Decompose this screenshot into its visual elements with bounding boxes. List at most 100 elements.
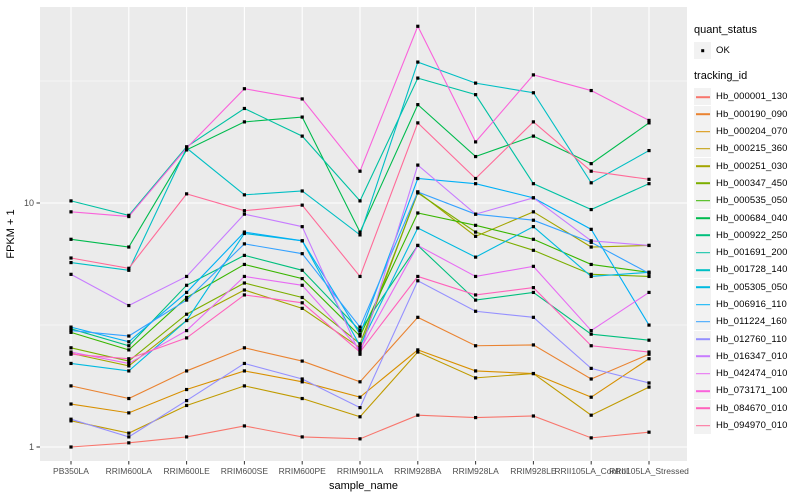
data-point xyxy=(242,293,246,297)
data-point xyxy=(358,352,362,356)
line-chart-canvas: PB350LA RRIM600LA RRIM600LE RRIM600SE RRIM60… xyxy=(5,7,689,492)
legend-item-label: Hb_000922_250 xyxy=(716,229,788,241)
legend-key-line-icon xyxy=(695,303,710,306)
data-point xyxy=(589,245,593,249)
legend-key-line-icon xyxy=(695,372,710,375)
data-point xyxy=(474,234,478,238)
data-point xyxy=(242,87,246,91)
legend-item-Hb_094970_010: Hb_094970_010 xyxy=(694,417,798,435)
data-point xyxy=(242,242,246,246)
data-point xyxy=(474,81,478,85)
data-point xyxy=(531,120,535,124)
data-point xyxy=(127,431,131,435)
data-point xyxy=(474,369,478,373)
legend-key-box xyxy=(694,296,711,313)
legend-item-label: Hb_000215_360 xyxy=(716,143,788,155)
data-point xyxy=(185,435,189,439)
data-point xyxy=(589,207,593,212)
data-point xyxy=(69,199,73,203)
data-point xyxy=(474,140,478,144)
data-point xyxy=(69,445,73,449)
data-point xyxy=(589,377,593,381)
data-point xyxy=(300,396,304,401)
legend-item-label: Hb_042474_010 xyxy=(716,368,788,380)
data-point xyxy=(300,97,304,101)
legend-item-label: Hb_094970_010 xyxy=(716,420,788,432)
data-point xyxy=(127,303,131,308)
data-point xyxy=(474,344,478,348)
data-point xyxy=(185,336,189,340)
legend-item-label: Hb_011224_160 xyxy=(716,316,787,328)
data-point xyxy=(416,121,420,125)
data-point xyxy=(127,396,131,401)
data-point xyxy=(416,274,420,279)
legend-item-label: Hb_005305_050 xyxy=(716,281,788,293)
legend-item-Hb_012760_110: Hb_012760_110 xyxy=(694,330,798,348)
data-point xyxy=(416,279,420,283)
data-point xyxy=(589,328,593,333)
data-point xyxy=(127,359,131,363)
data-point xyxy=(242,288,246,292)
data-point xyxy=(185,146,189,150)
data-point xyxy=(474,176,478,181)
data-point xyxy=(300,203,304,207)
legend-item-Hb_000001_130: Hb_000001_130 xyxy=(694,88,798,106)
data-point xyxy=(300,134,304,138)
data-point xyxy=(358,199,362,203)
legend-key-line-icon xyxy=(695,199,710,202)
data-point xyxy=(474,376,478,380)
legend-key-line-icon xyxy=(695,269,710,271)
data-point xyxy=(531,290,535,295)
data-point xyxy=(185,387,189,392)
legend-item-Hb_000684_040: Hb_000684_040 xyxy=(694,209,798,227)
data-point xyxy=(589,436,593,440)
data-point xyxy=(474,293,478,297)
legend-key-box xyxy=(694,174,711,192)
data-point xyxy=(474,309,478,313)
data-point xyxy=(300,239,304,243)
legend-key-box xyxy=(694,105,711,123)
legend-title-quant-status: quant_status xyxy=(694,24,757,36)
legend-key-line-icon xyxy=(695,182,710,185)
data-point xyxy=(647,357,651,361)
data-point xyxy=(474,255,478,259)
legend-key-line-icon xyxy=(695,424,710,427)
data-point xyxy=(127,357,131,361)
data-point xyxy=(647,243,651,248)
data-point xyxy=(242,262,246,267)
data-point xyxy=(531,264,535,268)
y-axis-title: FPKM + 1 xyxy=(5,209,17,258)
data-point xyxy=(531,343,535,347)
data-point xyxy=(416,103,420,107)
legend-item-Hb_000535_050: Hb_000535_050 xyxy=(694,192,798,210)
data-point xyxy=(416,413,420,417)
data-point xyxy=(300,377,304,381)
data-point xyxy=(531,286,535,290)
legend-key-line-icon xyxy=(695,321,710,323)
legend-item-label: Hb_000535_050 xyxy=(716,195,788,207)
legend-item-Hb_000922_250: Hb_000922_250 xyxy=(694,226,798,244)
data-point xyxy=(242,384,246,388)
legend-item-Hb_000204_070: Hb_000204_070 xyxy=(694,123,798,141)
data-point xyxy=(358,274,362,279)
data-point xyxy=(416,226,420,230)
legend-item-label: Hb_084670_010 xyxy=(716,402,788,414)
data-point xyxy=(185,398,189,403)
data-point xyxy=(185,290,189,295)
data-point xyxy=(531,210,535,214)
data-point xyxy=(127,441,131,445)
legend-key-line-icon xyxy=(695,96,710,98)
data-point xyxy=(647,323,651,327)
data-point xyxy=(300,380,304,384)
legend-item-Hb_000190_090: Hb_000190_090 xyxy=(694,105,798,123)
data-point xyxy=(127,245,131,249)
data-point xyxy=(185,403,189,408)
legend-item-label: Hb_006916_110 xyxy=(716,299,787,310)
data-point xyxy=(647,381,651,385)
legend-key-box xyxy=(694,226,711,244)
data-point xyxy=(416,211,420,215)
data-point xyxy=(242,369,246,373)
data-point xyxy=(589,262,593,267)
y-tick-label: 10 xyxy=(24,198,34,208)
data-point xyxy=(127,214,131,219)
